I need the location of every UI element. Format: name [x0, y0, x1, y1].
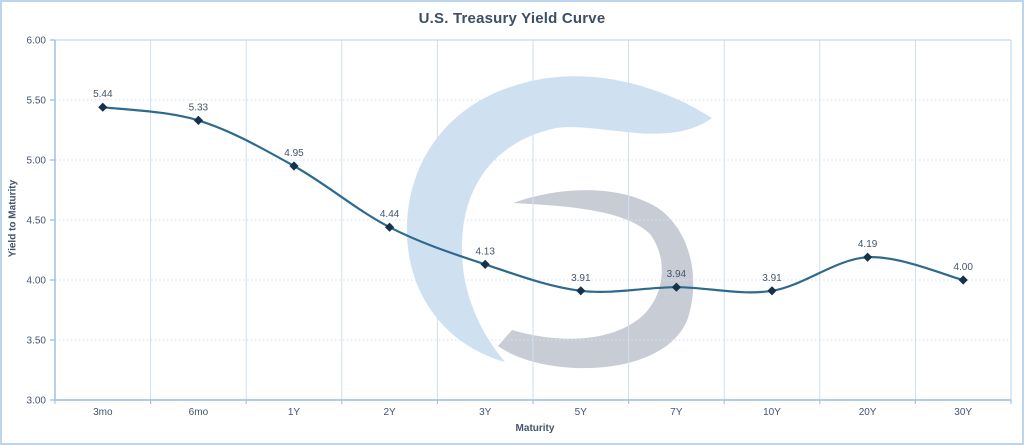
x-tick-label: 20Y [859, 407, 877, 418]
x-tick-label: 30Y [954, 407, 972, 418]
y-tick-label: 3.00 [27, 396, 47, 407]
y-tick-label: 5.50 [27, 96, 47, 107]
data-point-label: 4.13 [475, 246, 495, 257]
y-axis-title: Yield to Maturity [7, 179, 19, 258]
watermark-outer-crescent-icon [406, 76, 712, 362]
data-point-label: 3.94 [667, 269, 687, 280]
x-axis-title: Maturity [515, 423, 555, 434]
yield-curve-line [101, 106, 965, 294]
data-point-marker [480, 259, 490, 269]
data-point-label: 4.00 [953, 262, 973, 273]
y-tick-label: 4.00 [27, 276, 47, 287]
data-point-label: 5.44 [93, 89, 113, 100]
data-point-marker [671, 282, 681, 292]
x-tick-label: 10Y [763, 407, 781, 418]
x-tick-label: 2Y [383, 407, 396, 418]
data-point-marker [98, 102, 108, 112]
x-tick-label: 3mo [93, 407, 113, 418]
data-point-label: 5.33 [189, 102, 209, 113]
x-tick-label: 3Y [479, 407, 492, 418]
x-tick-label: 7Y [670, 407, 683, 418]
data-point-label: 3.91 [762, 273, 782, 284]
data-point-label: 4.95 [284, 148, 304, 159]
x-tick-label: 6mo [189, 407, 209, 418]
data-point-label: 4.44 [380, 209, 400, 220]
data-point-marker [863, 252, 873, 262]
x-tick-label: 5Y [575, 407, 588, 418]
y-tick-label: 6.00 [27, 36, 47, 47]
data-point-label: 3.91 [571, 273, 591, 284]
chart-title: U.S. Treasury Yield Curve [418, 10, 606, 27]
y-tick-label: 5.00 [27, 156, 47, 167]
data-point-marker [958, 275, 968, 285]
watermark-inner-crescent-icon [498, 190, 694, 369]
data-point-marker [767, 286, 777, 296]
x-tick-label: 1Y [288, 407, 301, 418]
data-point-label: 4.19 [858, 239, 878, 250]
y-tick-label: 4.50 [27, 216, 47, 227]
data-point-marker [385, 222, 395, 232]
data-point-marker [193, 115, 203, 125]
y-tick-label: 3.50 [27, 336, 47, 347]
data-point-marker [289, 161, 299, 171]
data-point-marker [576, 286, 586, 296]
